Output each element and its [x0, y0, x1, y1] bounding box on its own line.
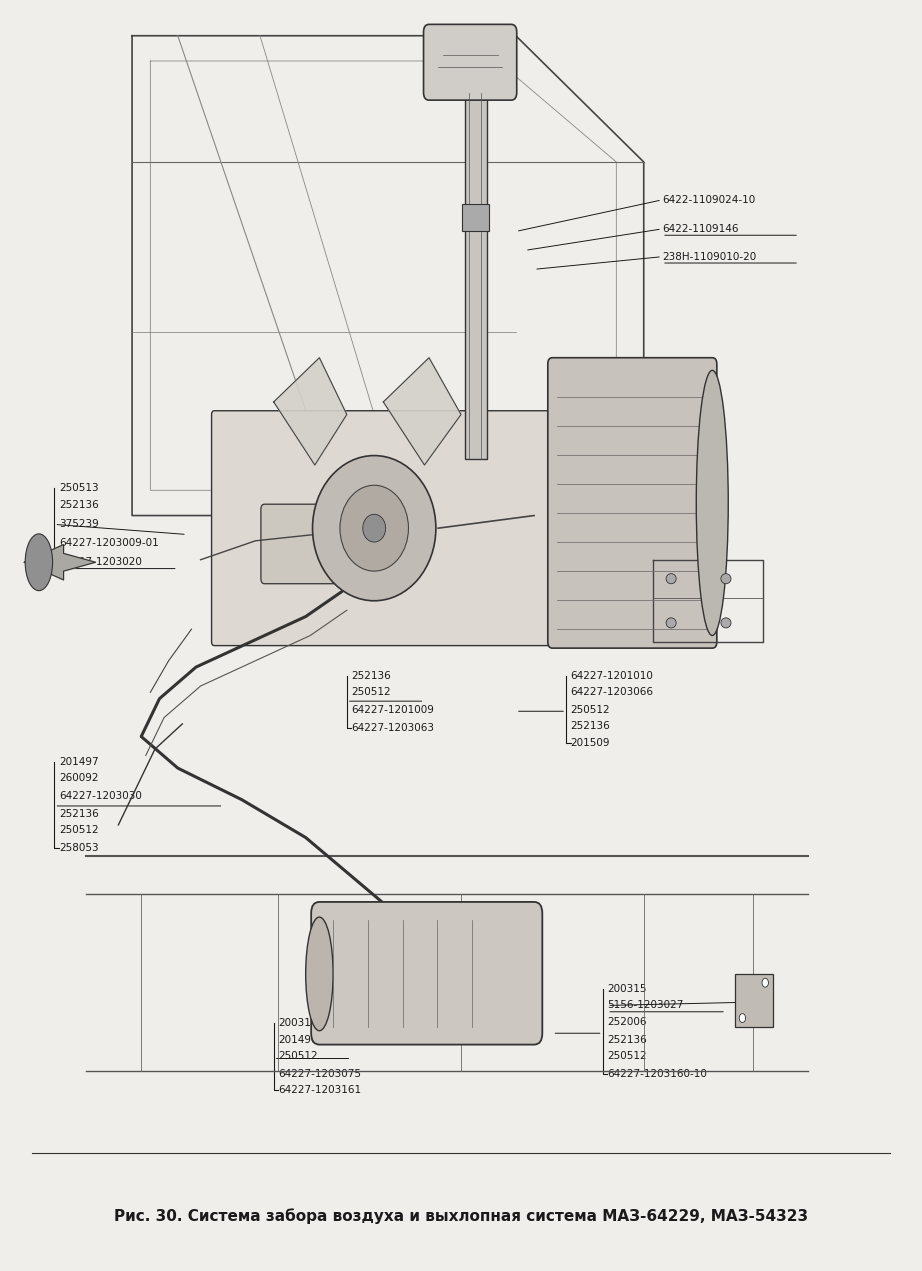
Bar [462, 203, 490, 231]
FancyBboxPatch shape [311, 902, 542, 1045]
Polygon shape [274, 357, 347, 465]
Text: 252136: 252136 [351, 671, 391, 681]
Ellipse shape [666, 618, 676, 628]
Text: 252136: 252136 [59, 808, 99, 819]
Text: 252136: 252136 [571, 722, 610, 731]
Ellipse shape [25, 534, 53, 591]
Text: 252006: 252006 [608, 1017, 646, 1027]
Ellipse shape [696, 370, 728, 636]
Ellipse shape [313, 455, 436, 601]
Text: 375239: 375239 [59, 520, 99, 530]
Text: 252136: 252136 [608, 1035, 647, 1045]
Ellipse shape [666, 573, 676, 583]
Text: 64227-1203020: 64227-1203020 [59, 557, 142, 567]
Text: Рис. 30. Система забора воздуха и выхлопная система МАЗ-64229, МАЗ-54323: Рис. 30. Система забора воздуха и выхлоп… [114, 1209, 808, 1224]
Ellipse shape [721, 573, 731, 583]
Text: 64227-1203075: 64227-1203075 [278, 1069, 361, 1079]
Text: 64227-1201010: 64227-1201010 [571, 671, 654, 681]
Text: 250512: 250512 [351, 688, 391, 698]
Text: 252136: 252136 [59, 501, 99, 511]
Text: 200315: 200315 [608, 984, 646, 994]
Text: 201497: 201497 [59, 756, 99, 766]
Text: 64227-1203161: 64227-1203161 [278, 1085, 361, 1096]
Text: АШЗ-ЗАПЧАСТИ: АШЗ-ЗАПЧАСТИ [254, 588, 668, 632]
Text: 5156-1203027: 5156-1203027 [608, 1000, 683, 1010]
Text: 64227-1201009: 64227-1201009 [351, 705, 434, 716]
Text: 64227-1203030: 64227-1203030 [59, 791, 142, 801]
Ellipse shape [721, 618, 731, 628]
Text: 201490: 201490 [278, 1035, 318, 1045]
Text: 250512: 250512 [278, 1051, 318, 1061]
Ellipse shape [739, 1014, 746, 1022]
Text: 260092: 260092 [59, 773, 99, 783]
Text: 6422-1109146: 6422-1109146 [662, 224, 739, 234]
Text: 64227-1203066: 64227-1203066 [571, 688, 654, 698]
Polygon shape [24, 544, 96, 580]
Bar [465, 80, 487, 459]
Ellipse shape [306, 918, 333, 1031]
Text: 200317: 200317 [278, 1018, 318, 1028]
FancyBboxPatch shape [423, 24, 516, 100]
Ellipse shape [362, 515, 385, 541]
Text: 64227-1203063: 64227-1203063 [351, 723, 434, 732]
Text: 64227-1203160-10: 64227-1203160-10 [608, 1069, 707, 1079]
Text: 201509: 201509 [571, 738, 610, 747]
Text: 6422-1109024-10: 6422-1109024-10 [662, 194, 755, 205]
Ellipse shape [340, 486, 408, 571]
Text: 258053: 258053 [59, 843, 99, 853]
Bar [735, 974, 774, 1027]
FancyBboxPatch shape [211, 411, 674, 646]
FancyBboxPatch shape [548, 357, 716, 648]
Ellipse shape [762, 979, 768, 988]
Text: 250513: 250513 [59, 483, 99, 493]
FancyBboxPatch shape [261, 505, 360, 583]
Text: 64227-1203009-01: 64227-1203009-01 [59, 539, 159, 548]
Text: 250512: 250512 [59, 825, 99, 835]
Text: 238Н-1109010-20: 238Н-1109010-20 [662, 252, 756, 262]
Polygon shape [384, 357, 461, 465]
Text: 250512: 250512 [608, 1051, 647, 1061]
Text: 250512: 250512 [571, 705, 610, 716]
